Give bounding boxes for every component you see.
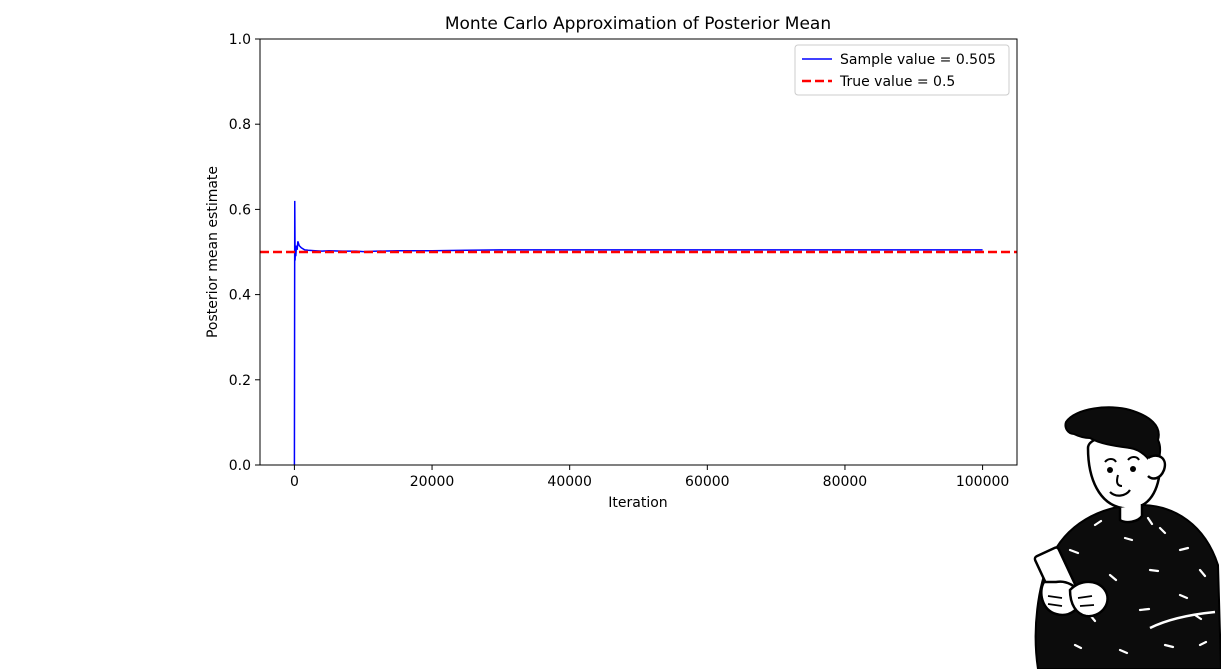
x-tick-label: 0 [290, 474, 299, 490]
y-tick-label: 0.2 [229, 373, 251, 389]
illustration-body [1034, 503, 1221, 669]
x-tick-label: 100000 [956, 474, 1009, 490]
series-line-sample [293, 200, 983, 466]
y-tick-label: 0.0 [229, 458, 251, 474]
y-axis-label: Posterior mean estimate [205, 166, 221, 338]
x-tick-label: 80000 [823, 474, 868, 490]
plot-frame [259, 38, 1018, 466]
legend-label-sample: Sample value = 0.505 [840, 52, 996, 68]
x-tick-label: 60000 [685, 474, 730, 490]
y-tick-label: 1.0 [229, 32, 251, 48]
chart-title: Monte Carlo Approximation of Posterior M… [445, 14, 831, 34]
illustration-head [1064, 406, 1167, 524]
x-axis-label: Iteration [608, 495, 667, 511]
x-axis: 0 20000 40000 60000 80000 100000 [290, 465, 1009, 490]
plot-area [260, 200, 1017, 466]
x-tick-label: 20000 [410, 474, 455, 490]
legend-label-true: True value = 0.5 [839, 74, 955, 90]
x-tick-label: 40000 [547, 474, 592, 490]
y-tick-label: 0.6 [229, 202, 251, 218]
y-axis: 0.0 0.2 0.4 0.6 0.8 1.0 [229, 32, 260, 474]
legend-box [794, 44, 1010, 96]
illustration-phone-hands [1033, 546, 1109, 618]
y-tick-label: 0.4 [229, 288, 251, 304]
person-holding-phone-icon [1033, 406, 1221, 669]
legend: Sample value = 0.505 True value = 0.5 [794, 44, 1010, 96]
y-tick-label: 0.8 [229, 117, 251, 133]
